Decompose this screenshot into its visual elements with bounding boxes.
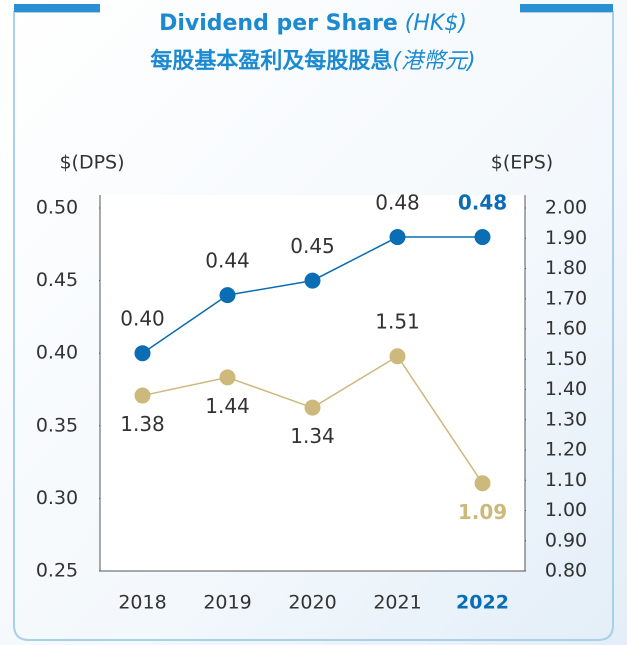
y2-tick-label: 0.80: [545, 560, 587, 582]
data-point: [219, 369, 236, 386]
y2-tick-label: 1.90: [545, 227, 587, 249]
data-label: 0.45: [290, 234, 335, 258]
title-text: Dividend per Share: [159, 11, 398, 36]
x-tick-label: 2021: [373, 592, 421, 614]
y-tick-label: 0.30: [36, 487, 78, 509]
data-point: [389, 348, 406, 365]
frame: [13, 11, 614, 641]
y-tick-label: 0.25: [36, 560, 78, 582]
y-tick-label: 0.45: [36, 269, 78, 291]
data-point: [219, 287, 236, 304]
y2-tick-label: 1.30: [545, 408, 587, 430]
chart-subtitle: 每股基本盈利及每股股息(港幣元): [150, 48, 475, 74]
data-label: 0.44: [205, 249, 250, 273]
x-tick-label: 2018: [118, 592, 166, 614]
x-tick-label: 2019: [203, 592, 251, 614]
data-label: 1.34: [290, 424, 335, 448]
chart-title: Dividend per Share (HK$): [159, 11, 467, 36]
data-point: [134, 345, 151, 362]
y2-tick-label: 1.50: [545, 348, 587, 370]
data-point: [474, 475, 491, 492]
data-label: 1.09: [458, 500, 507, 524]
data-point: [389, 229, 406, 246]
y2-tick-label: 2.00: [545, 197, 587, 219]
x-tick-label: 2020: [288, 592, 336, 614]
y-tick-label: 0.35: [36, 414, 78, 436]
title-tab: [14, 4, 613, 12]
y2-tick-label: 1.20: [545, 439, 587, 461]
subtitle-text: 每股基本盈利及每股股息: [150, 48, 392, 74]
y-axis-label: $(DPS): [59, 152, 124, 174]
y2-tick-label: 1.70: [545, 287, 587, 309]
data-label: 0.40: [120, 307, 165, 331]
plot-area: [100, 195, 525, 571]
data-point: [134, 387, 151, 404]
data-label: 1.44: [205, 394, 250, 418]
y2-tick-label: 1.40: [545, 378, 587, 400]
y2-tick-label: 1.80: [545, 257, 587, 279]
y2-tick-label: 0.90: [545, 529, 587, 551]
data-point: [304, 272, 321, 289]
subtitle-unit: (港幣元): [392, 49, 475, 74]
y2-tick-label: 1.00: [545, 499, 587, 521]
data-label: 1.51: [375, 310, 420, 334]
y-tick-label: 0.50: [36, 197, 78, 219]
y2-tick-label: 1.10: [545, 469, 587, 491]
y2-tick-label: 1.60: [545, 318, 587, 340]
data-point: [304, 399, 321, 416]
y2-axis-label: $(EPS): [491, 152, 553, 174]
data-label: 0.48: [458, 191, 507, 215]
data-label: 1.38: [120, 412, 165, 436]
x-tick-label: 2022: [456, 592, 509, 614]
data-label: 0.48: [375, 191, 420, 215]
y-tick-label: 0.40: [36, 342, 78, 364]
data-point: [474, 229, 491, 246]
title-unit: (HK$): [405, 11, 467, 36]
